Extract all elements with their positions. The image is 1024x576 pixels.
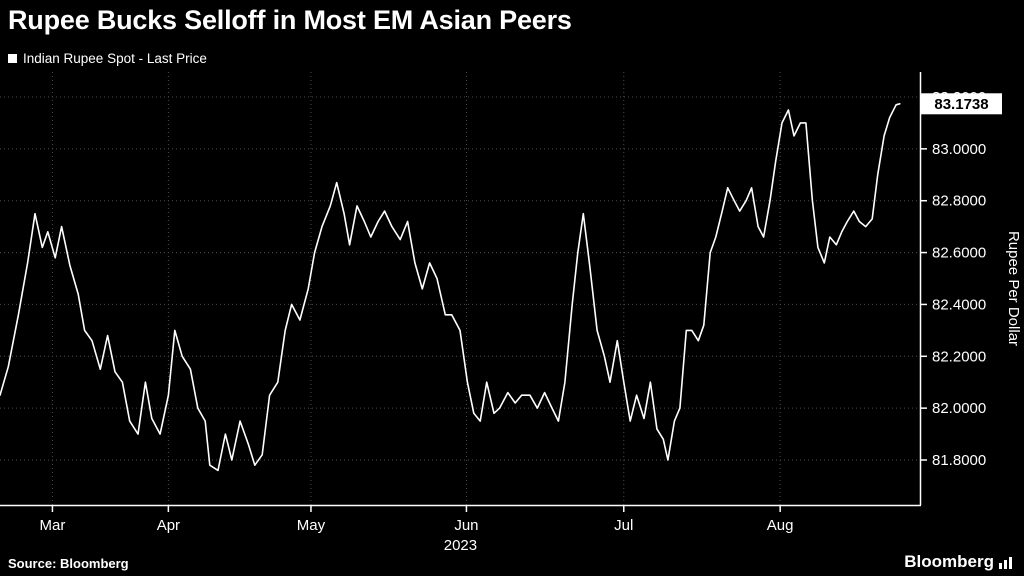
y-tick-label: 82.0000 <box>932 400 986 417</box>
legend: Indian Rupee Spot - Last Price <box>8 51 207 66</box>
y-tick-label: 82.4000 <box>932 296 986 313</box>
bloomberg-logo: Bloomberg <box>904 552 1012 572</box>
legend-square-marker-icon <box>8 54 17 63</box>
y-tick-label: 82.6000 <box>932 245 986 262</box>
bloomberg-wordmark: Bloomberg <box>904 552 994 571</box>
source-note: Source: Bloomberg <box>8 556 129 571</box>
y-axis-title: Rupee Per Dollar <box>1005 231 1022 346</box>
bloomberg-chart-icon <box>999 556 1012 569</box>
x-axis-year-label: 2023 <box>444 537 477 554</box>
y-tick-label: 82.8000 <box>932 193 986 210</box>
chart-title: Rupee Bucks Selloff in Most EM Asian Pee… <box>8 5 572 35</box>
price-line-series <box>0 103 901 472</box>
legend-label: Indian Rupee Spot - Last Price <box>23 51 207 66</box>
x-tick-label: Jun <box>454 517 478 534</box>
last-price-box <box>921 93 1002 115</box>
x-tick-label: Apr <box>157 517 180 534</box>
x-tick-label: Mar <box>40 517 66 534</box>
last-price-label: 83.1738 <box>934 96 988 113</box>
x-tick-label: May <box>297 517 326 534</box>
y-tick-label: 81.8000 <box>932 452 986 469</box>
y-tick-label: 82.2000 <box>932 348 986 365</box>
y-tick-label: 83.0000 <box>932 141 986 158</box>
x-tick-label: Aug <box>767 517 794 534</box>
x-tick-label: Jul <box>614 517 633 534</box>
